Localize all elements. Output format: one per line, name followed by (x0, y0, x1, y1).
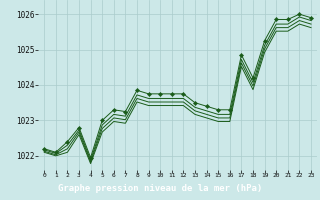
Text: Graphe pression niveau de la mer (hPa): Graphe pression niveau de la mer (hPa) (58, 184, 262, 193)
